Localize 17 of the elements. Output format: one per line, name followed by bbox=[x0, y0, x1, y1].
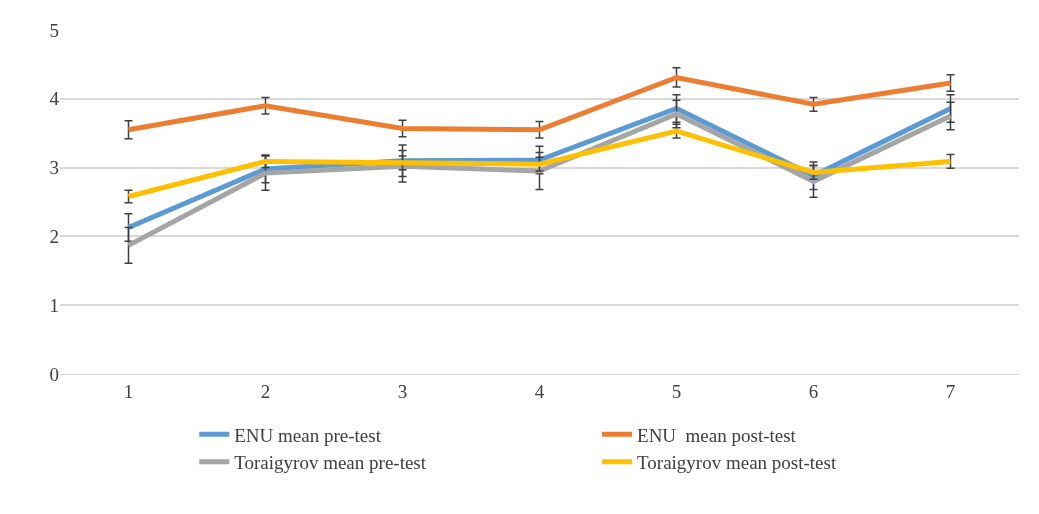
y-tick-label: 2 bbox=[49, 226, 59, 248]
legend-label: ENU mean pre-test bbox=[234, 424, 382, 446]
y-tick-label: 0 bbox=[49, 363, 59, 385]
x-tick-label: 5 bbox=[671, 380, 682, 402]
x-tick-label: 2 bbox=[260, 380, 271, 402]
legend-label: Toraigyrov mean post-test bbox=[637, 452, 837, 474]
x-tick-label: 1 bbox=[123, 380, 134, 402]
x-tick-label: 4 bbox=[534, 380, 545, 402]
y-tick-label: 1 bbox=[49, 294, 59, 316]
x-tick-label: 3 bbox=[397, 380, 408, 402]
y-tick-label: 5 bbox=[49, 19, 59, 41]
legend-label: ENU mean post-test bbox=[637, 424, 797, 446]
legend-label: Toraigyrov mean pre-test bbox=[234, 452, 427, 474]
x-tick-label: 7 bbox=[945, 380, 956, 402]
y-tick-label: 3 bbox=[49, 157, 59, 179]
y-tick-label: 4 bbox=[49, 88, 60, 110]
x-tick-label: 6 bbox=[808, 380, 819, 402]
